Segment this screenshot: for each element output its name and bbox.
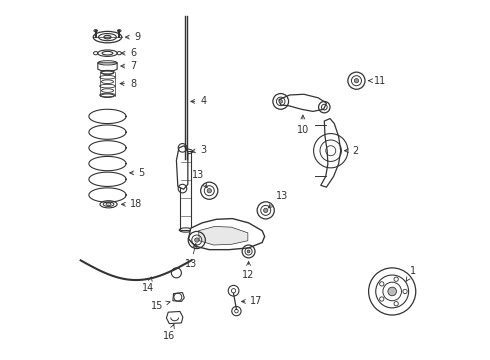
Text: 5: 5 xyxy=(130,168,145,178)
Polygon shape xyxy=(279,94,326,111)
Text: 8: 8 xyxy=(120,78,136,89)
Text: 15: 15 xyxy=(151,301,170,311)
Text: 11: 11 xyxy=(368,76,387,86)
Text: 3: 3 xyxy=(192,145,206,155)
Polygon shape xyxy=(98,63,117,71)
FancyBboxPatch shape xyxy=(180,152,192,230)
Text: 1: 1 xyxy=(406,266,416,281)
Circle shape xyxy=(207,189,211,193)
Text: 13: 13 xyxy=(192,170,207,188)
Text: 10: 10 xyxy=(297,115,309,135)
Text: 7: 7 xyxy=(121,61,136,71)
Circle shape xyxy=(264,208,268,212)
Polygon shape xyxy=(167,311,183,324)
Text: 13: 13 xyxy=(185,244,197,269)
Text: 4: 4 xyxy=(191,96,206,107)
Text: 14: 14 xyxy=(143,277,155,293)
Circle shape xyxy=(195,238,199,242)
Circle shape xyxy=(388,287,396,296)
Polygon shape xyxy=(321,118,341,187)
Text: 17: 17 xyxy=(242,296,263,306)
Circle shape xyxy=(354,78,359,83)
Text: 2: 2 xyxy=(344,146,358,156)
Circle shape xyxy=(247,250,250,253)
Text: 18: 18 xyxy=(122,199,142,209)
Ellipse shape xyxy=(106,203,111,206)
Text: 16: 16 xyxy=(163,324,175,341)
Text: 9: 9 xyxy=(125,32,141,42)
Text: 6: 6 xyxy=(121,48,136,58)
Circle shape xyxy=(279,100,283,103)
Text: 12: 12 xyxy=(243,262,255,280)
Text: 13: 13 xyxy=(269,191,288,208)
Polygon shape xyxy=(189,219,265,249)
Polygon shape xyxy=(198,226,248,245)
Polygon shape xyxy=(173,293,184,301)
Ellipse shape xyxy=(104,35,111,39)
Polygon shape xyxy=(176,146,188,189)
